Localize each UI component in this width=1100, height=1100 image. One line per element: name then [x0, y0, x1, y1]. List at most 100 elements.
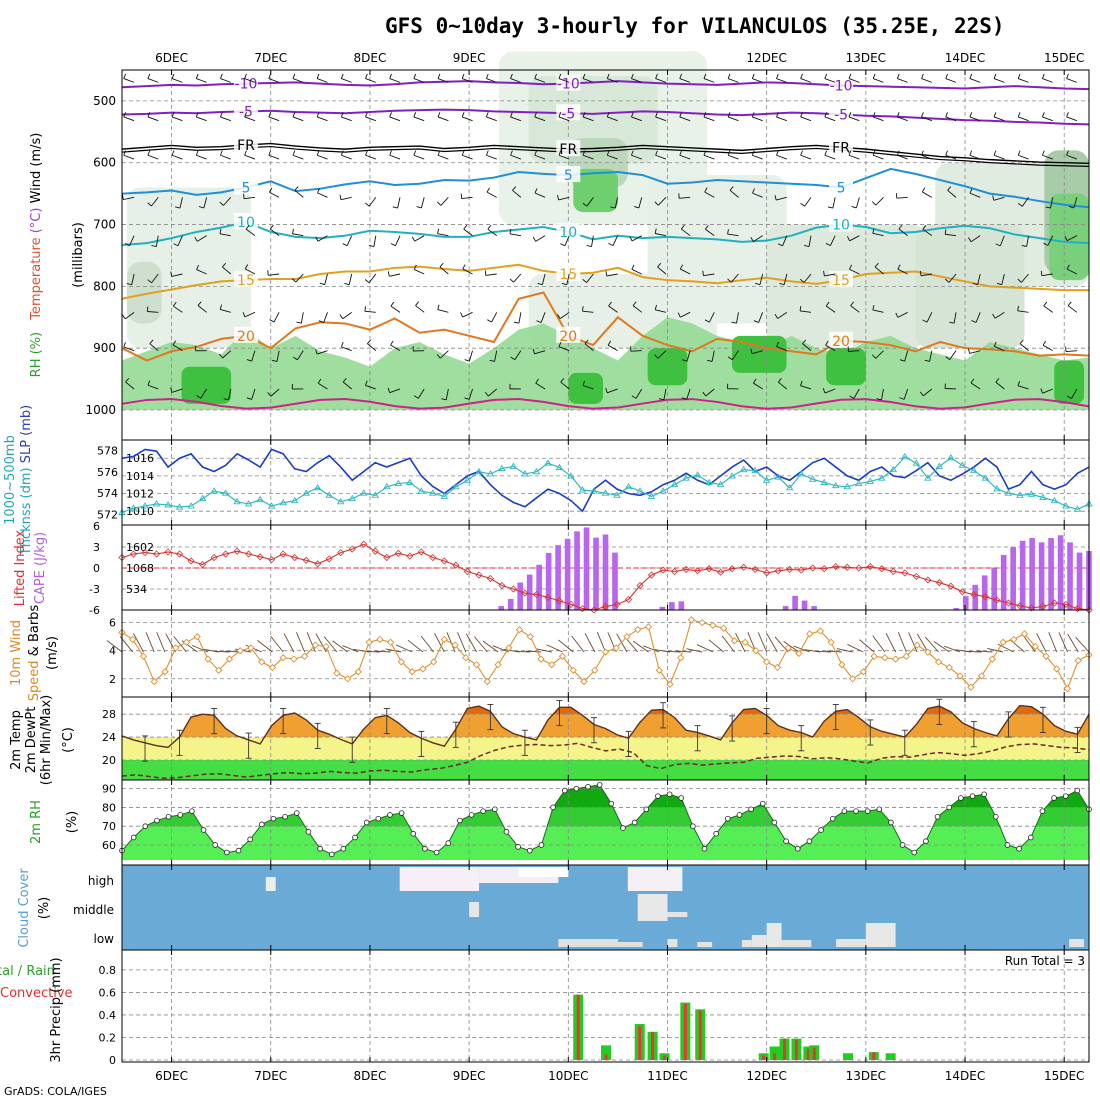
wind-barb	[341, 78, 352, 83]
cape-bar	[1029, 538, 1035, 610]
wind-barb-flag	[731, 321, 737, 324]
wind-speed-marker	[687, 616, 696, 624]
wind-barb	[368, 197, 377, 207]
isotherm-label-bg	[556, 74, 581, 91]
thickness-marker	[567, 472, 575, 479]
wind-barb	[1018, 78, 1029, 83]
wind-barb	[1066, 116, 1078, 122]
wind-barb	[342, 381, 352, 390]
lifted-index-marker	[509, 585, 517, 593]
wind-barb-flag	[969, 112, 973, 118]
wind-barb-flag	[510, 150, 513, 156]
wind-barb-flag	[195, 150, 199, 156]
precip-convective-bar	[698, 1010, 702, 1060]
wind-barb	[414, 235, 425, 242]
wind-barb-flag	[924, 359, 930, 362]
wind-barb-flag	[560, 243, 566, 247]
isotherm-label-bg	[556, 265, 581, 281]
wind-barb-flag	[606, 112, 610, 118]
rh-marker	[259, 821, 265, 828]
wind-barb-flag	[315, 236, 319, 242]
wind-barb-flag	[800, 112, 803, 118]
wind-barb	[156, 632, 166, 653]
wind-barb-flag	[123, 112, 127, 118]
cloud-cell	[637, 894, 668, 921]
pressure-tick-label: 1000	[85, 403, 116, 417]
bottom-date-label: 13DEC	[846, 1069, 886, 1083]
rh-marker	[305, 829, 312, 835]
wind-barb-flag	[972, 282, 978, 286]
wind-barb	[348, 273, 353, 285]
wind-barb	[729, 189, 739, 198]
lifted-index-marker	[383, 553, 391, 562]
wind-barb	[462, 116, 473, 122]
wind-barb	[947, 189, 957, 198]
thickness-marker	[970, 466, 978, 474]
cloud-level-label: middle	[73, 903, 114, 917]
wind-speed-marker	[440, 635, 448, 644]
thickness-marker	[1027, 490, 1036, 497]
cape-bar	[953, 608, 960, 610]
wind-barb	[776, 116, 787, 122]
wind-barb-flag	[317, 188, 321, 194]
wind-barb	[584, 633, 596, 653]
wind-barb	[752, 116, 763, 122]
temp-label2: 2m DewPt	[24, 707, 39, 774]
thickness-marker	[981, 474, 990, 481]
wind-barb	[631, 154, 642, 160]
thickness-marker	[624, 482, 633, 490]
wind-barb	[782, 235, 788, 246]
wind-barb-flag	[387, 387, 391, 393]
wind-barb-flag	[512, 186, 517, 191]
rh-marker	[422, 845, 428, 852]
wind-barb-flag	[727, 229, 729, 235]
wind-barb-flag	[147, 380, 151, 386]
wind-barb-flag	[1041, 150, 1045, 156]
cape-bar	[801, 600, 808, 610]
wind-speed-marker	[720, 624, 728, 632]
wind-barb-flag	[776, 112, 779, 118]
thickness-marker	[175, 503, 184, 510]
rh-marker	[864, 808, 871, 814]
rh-marker	[247, 836, 253, 843]
wind-barb-flag	[317, 378, 322, 384]
wind-barb	[395, 644, 413, 653]
rh-marker	[457, 817, 463, 824]
wind-barb-flag	[969, 188, 973, 194]
top-date-label: 7DEC	[254, 51, 287, 65]
cloud-label: Cloud Cover	[17, 868, 32, 948]
wind-speed-marker	[301, 652, 309, 660]
wind-barb-flag	[365, 73, 368, 79]
lifted-index-marker	[233, 547, 241, 555]
wind-barb	[368, 273, 377, 283]
wind-barb	[825, 305, 836, 313]
cape-bar	[517, 582, 523, 610]
thickness-label: 1000~500mb	[3, 435, 18, 525]
wind-speed-marker	[515, 625, 524, 634]
wind-barb-flag	[800, 73, 803, 79]
wind-barb	[783, 640, 800, 653]
wind-barb-flag	[534, 112, 537, 118]
wind-barb-flag	[437, 304, 440, 310]
wind-barb	[270, 635, 284, 653]
wind-barb-flag	[1067, 301, 1072, 306]
lifted-index-marker	[901, 569, 909, 577]
lifted-index-marker	[360, 540, 368, 548]
bottom-date-axis: 6DEC 7DEC 8DEC 9DEC 10DEC 11DEC 12DEC 13DEC 14DE…	[155, 1069, 1084, 1083]
cloud-cell	[751, 935, 767, 947]
wind-barb	[365, 78, 376, 83]
rh2m-label: 2m RH	[29, 800, 44, 844]
celsius-label: (°C)	[29, 208, 44, 234]
wind-barb-flag	[582, 150, 586, 156]
wind-barb-flag	[510, 112, 513, 118]
wind-barb	[437, 78, 449, 83]
isotherm-label: 5	[564, 168, 573, 184]
thickness-marker	[267, 502, 276, 509]
wind-barb-flag	[824, 73, 828, 79]
wind-barb-flag	[655, 150, 658, 156]
wind-barb-flag	[123, 342, 126, 348]
li-tick-label: -3	[89, 583, 100, 596]
wind-barb	[558, 196, 570, 201]
wind-speed-marker	[1053, 665, 1061, 673]
clear-sky-bg	[122, 865, 1089, 950]
